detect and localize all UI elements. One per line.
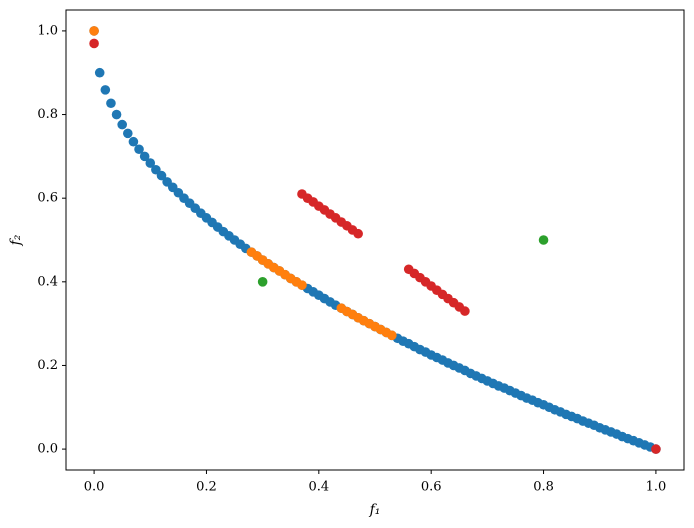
point <box>156 170 167 181</box>
point <box>145 158 156 168</box>
point <box>117 119 127 130</box>
x-tick-label: 1.0 <box>646 480 667 495</box>
y-tick-label: 1.0 <box>37 23 58 38</box>
point <box>139 151 150 162</box>
point <box>257 277 268 287</box>
y-tick-label: 0.4 <box>37 274 58 289</box>
x-tick-label: 0.6 <box>421 480 442 495</box>
point <box>94 67 105 78</box>
y-tick-label: 0.0 <box>37 442 58 457</box>
x-tick-label: 0.0 <box>84 480 105 495</box>
x-tick-label: 0.4 <box>308 480 329 495</box>
x-tick-label: 0.2 <box>196 480 217 495</box>
point <box>128 136 139 147</box>
point <box>100 85 111 95</box>
point <box>89 38 99 49</box>
point <box>134 144 144 155</box>
y-tick-label: 0.6 <box>37 191 58 206</box>
y-tick-label: 0.8 <box>37 107 58 122</box>
point <box>123 128 133 139</box>
point <box>353 228 363 239</box>
point <box>89 26 99 36</box>
point <box>387 330 397 341</box>
x-tick-label: 0.8 <box>533 480 554 495</box>
point <box>538 235 549 245</box>
plot-frame <box>65 9 685 471</box>
point <box>297 280 307 290</box>
point <box>651 444 661 454</box>
point <box>111 109 122 120</box>
y-tick-label: 0.2 <box>37 358 58 373</box>
point <box>460 306 470 316</box>
x-axis-label: f₁ <box>369 502 381 518</box>
y-axis-label: f₂ <box>8 234 24 246</box>
point <box>106 98 116 109</box>
